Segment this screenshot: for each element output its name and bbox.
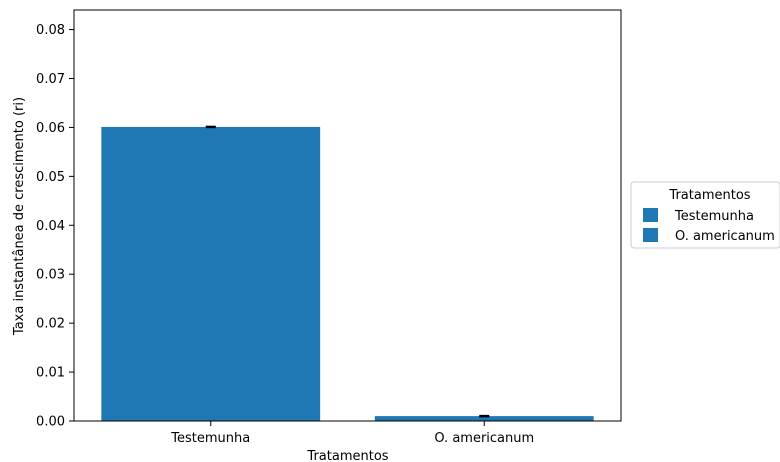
legend-title: Tratamentos <box>668 188 750 203</box>
bar <box>101 126 321 422</box>
y-tick-label: 0.06 <box>36 121 65 136</box>
legend-entry-label: O. americanum <box>675 229 775 244</box>
y-tick-label: 0.04 <box>36 219 65 234</box>
y-tick-label: 0.05 <box>36 170 65 185</box>
legend: Tratamentos Testemunha O. americanum <box>630 181 780 249</box>
bar <box>374 416 594 421</box>
y-tick-label: 0.08 <box>36 23 65 38</box>
y-tick-label: 0.07 <box>36 72 65 87</box>
plot-area: Testemunha O. americanum 0.00 0.01 0.02 0.03 0… <box>36 9 622 446</box>
plot-frame <box>73 9 622 422</box>
x-axis-label: Tratamentos <box>306 449 388 462</box>
y-tick-label: 0.02 <box>36 317 65 332</box>
legend-entry-label: Testemunha <box>674 209 754 224</box>
x-tick-label: Testemunha <box>170 431 250 446</box>
legend-swatch <box>643 228 658 242</box>
legend-box <box>630 181 780 249</box>
y-tick-label: 0.01 <box>36 366 65 381</box>
y-axis-label: Taxa instantânea de crescimento (ri) <box>12 97 27 336</box>
legend-swatch <box>643 208 658 222</box>
y-tick-label: 0.03 <box>36 268 65 283</box>
x-tick-label: O. americanum <box>434 431 534 446</box>
y-tick-label: 0.00 <box>36 415 65 430</box>
